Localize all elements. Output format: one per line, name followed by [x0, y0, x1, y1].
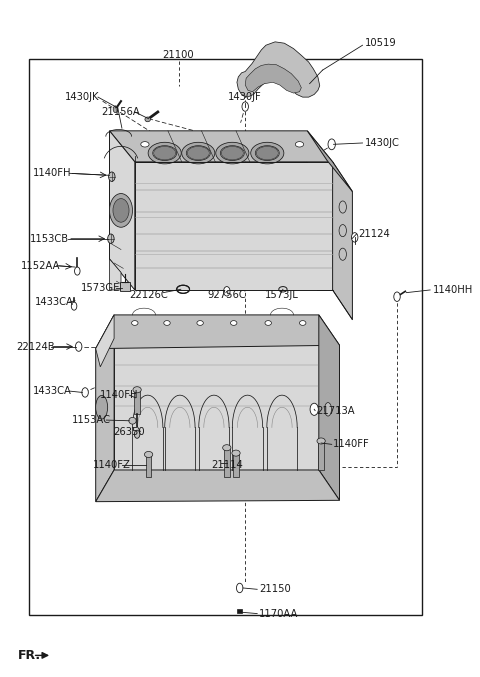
Ellipse shape [300, 321, 306, 326]
Ellipse shape [317, 438, 325, 444]
Ellipse shape [145, 117, 150, 122]
Ellipse shape [351, 233, 358, 242]
Ellipse shape [141, 141, 149, 147]
Text: 1140FZ: 1140FZ [93, 460, 131, 470]
Bar [238, 609, 242, 613]
Ellipse shape [113, 198, 129, 222]
Ellipse shape [223, 445, 231, 451]
Bar [120, 282, 130, 291]
Ellipse shape [133, 387, 141, 393]
Text: 21114: 21114 [211, 460, 243, 470]
Ellipse shape [108, 234, 114, 244]
Text: 1140FH: 1140FH [33, 169, 71, 178]
Text: 1140HH: 1140HH [433, 285, 473, 295]
Ellipse shape [339, 248, 347, 260]
Ellipse shape [109, 194, 132, 227]
Ellipse shape [186, 146, 210, 160]
Ellipse shape [339, 225, 347, 237]
Ellipse shape [232, 450, 240, 456]
Ellipse shape [187, 146, 209, 160]
Ellipse shape [148, 142, 181, 164]
Text: 21124: 21124 [358, 229, 390, 239]
Text: 1153CB: 1153CB [30, 234, 69, 244]
Ellipse shape [96, 395, 108, 419]
Polygon shape [96, 315, 114, 502]
Text: 1152AA: 1152AA [21, 261, 60, 271]
Ellipse shape [310, 403, 318, 416]
Bar [134, 390, 140, 414]
Ellipse shape [216, 142, 249, 164]
Text: 1153AC: 1153AC [72, 415, 110, 425]
Ellipse shape [129, 418, 136, 424]
Polygon shape [245, 64, 301, 93]
Ellipse shape [132, 321, 138, 326]
Ellipse shape [134, 430, 140, 438]
Ellipse shape [154, 146, 176, 160]
Text: 26350: 26350 [113, 427, 145, 437]
Ellipse shape [251, 142, 284, 164]
Text: 10519: 10519 [365, 38, 396, 48]
Polygon shape [135, 162, 333, 290]
Polygon shape [114, 315, 319, 470]
Text: 21713A: 21713A [316, 406, 355, 416]
Ellipse shape [74, 267, 80, 275]
Bar [224, 447, 229, 477]
Text: 1433CA: 1433CA [33, 386, 72, 396]
Ellipse shape [144, 452, 153, 458]
Text: FR.: FR. [17, 649, 41, 662]
Polygon shape [96, 470, 339, 502]
Text: 1573JL: 1573JL [265, 290, 299, 300]
Ellipse shape [328, 139, 336, 150]
Ellipse shape [197, 321, 204, 326]
Ellipse shape [224, 286, 230, 296]
Bar [29, 59, 422, 615]
Polygon shape [96, 315, 339, 349]
Ellipse shape [153, 146, 177, 160]
Ellipse shape [221, 146, 243, 160]
Ellipse shape [72, 302, 77, 310]
Text: 1430JF: 1430JF [228, 92, 262, 102]
Text: 92756C: 92756C [207, 290, 246, 300]
Bar [146, 454, 151, 477]
Text: 1430JC: 1430JC [365, 138, 400, 148]
Ellipse shape [82, 388, 88, 397]
Ellipse shape [339, 201, 347, 213]
Ellipse shape [230, 321, 237, 326]
Text: 21100: 21100 [163, 50, 194, 60]
Polygon shape [109, 131, 333, 162]
Polygon shape [109, 259, 121, 290]
Polygon shape [96, 315, 114, 367]
Text: 21156A: 21156A [102, 107, 140, 117]
Text: 1170AA: 1170AA [259, 609, 299, 619]
Ellipse shape [256, 146, 278, 160]
Ellipse shape [220, 146, 244, 160]
Ellipse shape [394, 292, 400, 301]
Ellipse shape [265, 321, 271, 326]
Ellipse shape [295, 141, 304, 147]
Ellipse shape [75, 342, 82, 351]
Ellipse shape [164, 321, 170, 326]
Polygon shape [237, 42, 320, 97]
Polygon shape [307, 131, 352, 192]
Ellipse shape [255, 146, 279, 160]
Ellipse shape [182, 142, 215, 164]
Ellipse shape [324, 403, 332, 416]
Polygon shape [319, 315, 339, 500]
Polygon shape [333, 162, 352, 320]
Text: 1140FH: 1140FH [99, 390, 138, 400]
Bar [233, 453, 239, 477]
Ellipse shape [108, 172, 115, 181]
Bar [318, 441, 324, 470]
Ellipse shape [237, 584, 243, 592]
Text: 1573GE: 1573GE [81, 283, 120, 293]
Text: 21150: 21150 [259, 584, 291, 594]
Text: 1140FF: 1140FF [333, 439, 370, 450]
Ellipse shape [242, 102, 249, 111]
Text: 1433CA: 1433CA [35, 297, 74, 307]
Text: 22124B: 22124B [17, 342, 55, 351]
Polygon shape [109, 131, 135, 290]
Text: 1430JK: 1430JK [65, 92, 99, 102]
Text: 22126C: 22126C [129, 290, 168, 300]
Ellipse shape [113, 106, 118, 112]
